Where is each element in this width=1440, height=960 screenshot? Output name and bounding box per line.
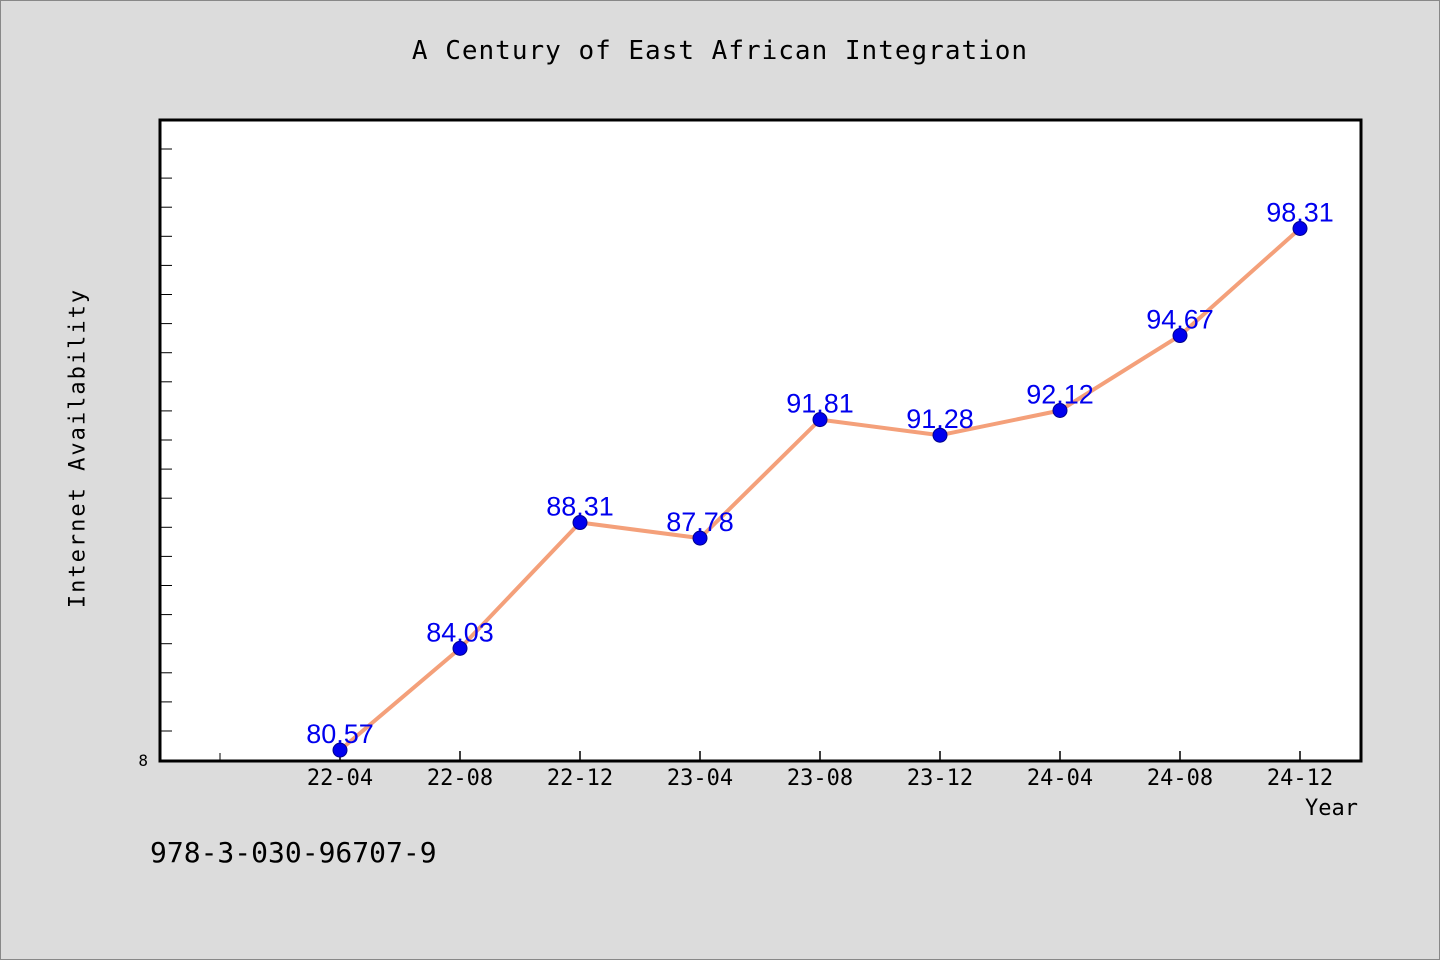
data-point bbox=[332, 742, 348, 758]
data-label: 94.67 bbox=[1146, 305, 1214, 335]
data-point bbox=[812, 412, 828, 428]
x-tick-label: 22-08 bbox=[427, 766, 493, 791]
x-tick-label: 24-12 bbox=[1267, 766, 1333, 791]
data-label: 92.12 bbox=[1026, 380, 1094, 410]
x-tick-label: 24-08 bbox=[1147, 766, 1213, 791]
x-tick-label: 23-08 bbox=[787, 766, 853, 791]
chart-title: A Century of East African Integration bbox=[411, 36, 1029, 66]
footnote-isbn: 978-3-030-96707-9 bbox=[150, 836, 437, 869]
data-point bbox=[932, 427, 948, 443]
data-point bbox=[1172, 328, 1188, 344]
x-tick-label: 22-04 bbox=[307, 766, 373, 791]
data-label: 80.57 bbox=[306, 719, 374, 749]
data-point bbox=[572, 515, 588, 531]
data-label: 84.03 bbox=[426, 617, 494, 647]
x-axis-label: Year bbox=[1305, 796, 1358, 821]
x-tick-label: 24-04 bbox=[1027, 766, 1093, 791]
x-tick-label: 23-12 bbox=[907, 766, 973, 791]
plot-area bbox=[158, 118, 1363, 763]
data-label: 98.31 bbox=[1266, 197, 1334, 227]
x-tick-label: 22-12 bbox=[547, 766, 613, 791]
data-point bbox=[692, 530, 708, 546]
data-label: 91.28 bbox=[906, 404, 974, 434]
data-point bbox=[1052, 403, 1068, 419]
data-label: 87.78 bbox=[666, 507, 734, 537]
data-point bbox=[1292, 220, 1308, 236]
y-tick-label: 8 bbox=[138, 751, 148, 770]
data-label: 88.31 bbox=[546, 492, 614, 522]
data-point bbox=[452, 640, 468, 656]
data-label: 91.81 bbox=[786, 389, 854, 419]
x-tick-label: 23-04 bbox=[667, 766, 733, 791]
